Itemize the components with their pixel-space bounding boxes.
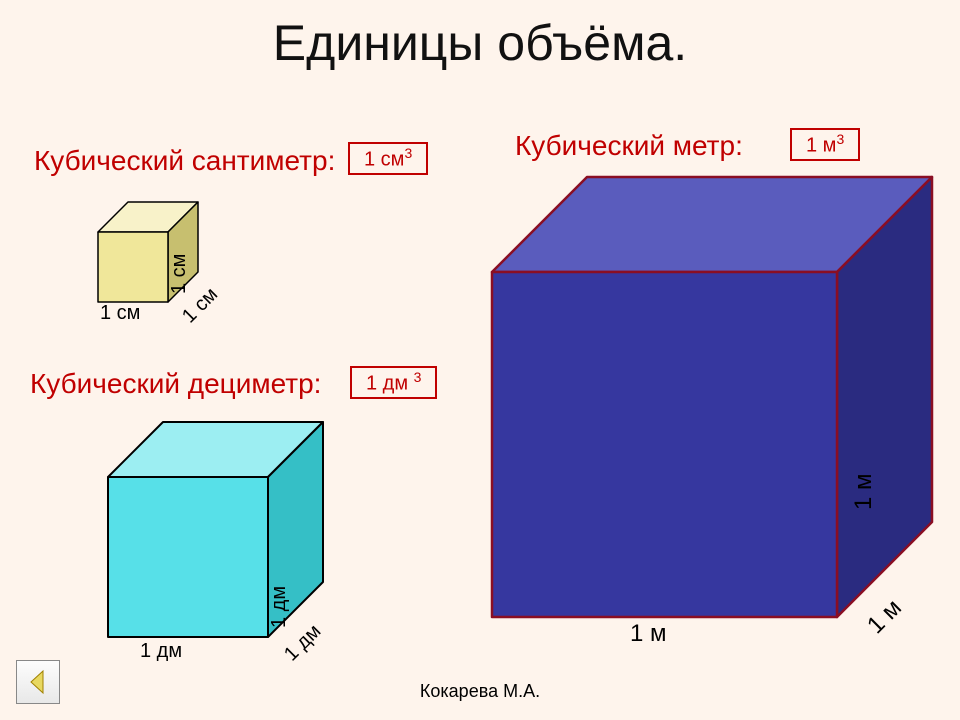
unit-dm-sup: 3 (414, 369, 422, 385)
edge-m-front: 1 м (630, 620, 667, 648)
edge-m-height: 1 м (850, 473, 878, 510)
unit-m-base: 1 м (806, 135, 836, 157)
label-m: Кубический метр: (515, 130, 743, 162)
unit-box-dm: 1 дм 3 (350, 366, 437, 399)
page-title: Единицы объёма. (0, 14, 960, 72)
unit-m-sup: 3 (836, 131, 844, 147)
edge-cm-front: 1 см (100, 302, 140, 325)
edge-dm-height: 1 дм (268, 586, 291, 628)
cube-m (490, 175, 934, 619)
unit-cm-base: 1 см (364, 149, 404, 171)
unit-box-m: 1 м3 (790, 128, 860, 161)
slide: Единицы объёма. Кубический сантиметр: 1 … (0, 0, 960, 720)
author-label: Кокарева М.А. (0, 681, 960, 702)
edge-dm-front: 1 дм (140, 640, 182, 663)
label-dm: Кубический дециметр: (30, 368, 321, 400)
unit-cm-sup: 3 (404, 145, 412, 161)
label-cm: Кубический сантиметр: (34, 145, 335, 177)
edge-cm-height: 1 см (168, 254, 191, 294)
unit-dm-base: 1 дм (366, 373, 414, 395)
cube-dm (106, 420, 325, 639)
unit-box-cm: 1 см3 (348, 142, 428, 175)
